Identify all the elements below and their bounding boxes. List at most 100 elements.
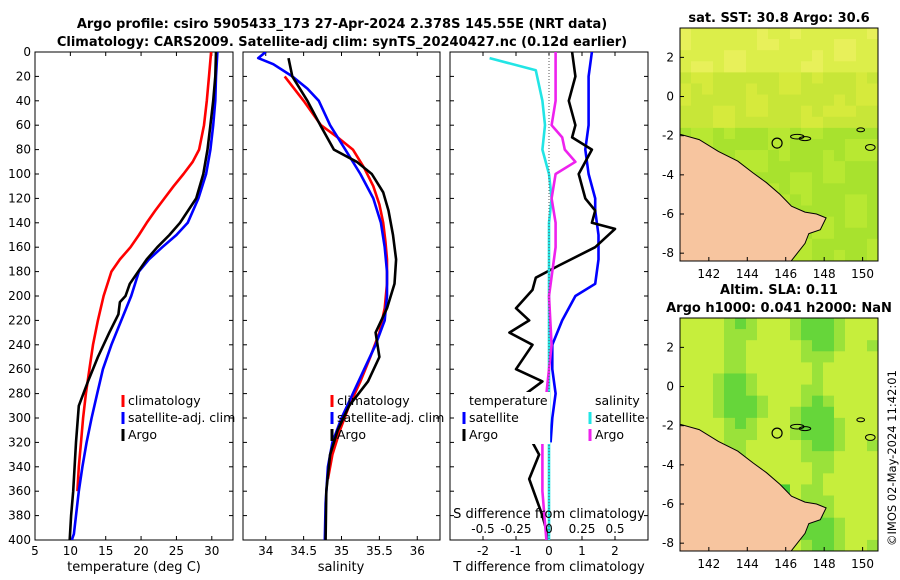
map-cell [713,127,725,140]
map-cell [735,150,747,162]
map-cell [812,83,824,96]
map-cell [691,351,703,363]
map-cell [702,94,714,107]
map-cell [845,473,857,486]
map-cell [834,94,846,107]
map-cell [691,94,703,107]
map-cell [702,384,714,397]
map-cell [735,395,747,408]
map-cell [867,373,878,386]
map-cell [856,406,868,419]
map-cell [845,39,857,51]
map-cell [867,329,878,341]
map-cell [779,395,791,408]
map-cell [812,539,824,551]
sst-map-title: sat. SST: 30.8 Argo: 30.6 [688,11,869,26]
map-cell [801,373,813,386]
map-cell [768,351,780,363]
map-cell [867,50,878,62]
map-cell [713,94,725,107]
land-mass [680,423,827,551]
map-cell [790,329,802,341]
island-outline [865,144,876,151]
map-cell [834,138,846,151]
map-cell [724,105,736,118]
map-cell [691,50,703,62]
map-cell [845,216,857,229]
map-cell [768,373,780,386]
map-cell [867,83,878,96]
map-cell [867,506,878,519]
map-cell [856,249,868,261]
map-cell [845,161,857,173]
map-cell [768,428,780,441]
map-cell [845,105,857,118]
map-cell [757,116,769,129]
map-cell [691,340,703,352]
map-cell [779,340,791,352]
y-tick-label: 340 [8,460,31,474]
map-cell [757,440,769,452]
map-cell [823,28,835,40]
y-tick-label: 2 [666,340,674,354]
map-cell [823,484,835,497]
map-cell [779,172,791,184]
map-cell [845,227,857,240]
map-cell [867,318,878,330]
map-cell [823,127,835,140]
s-tick-label: 0 [545,522,553,536]
map-cell [801,183,813,196]
map-cell [823,116,835,129]
map-cell [823,462,835,474]
map-cell [801,395,813,408]
x-tick-label: 25 [169,544,184,558]
map-cell [779,105,791,118]
map-cell [735,329,747,341]
map-cell [746,83,758,96]
map-cell [757,28,769,40]
map-cell [801,451,813,463]
map-cell [779,384,791,397]
map-cell [867,517,878,530]
map-cell [779,451,791,463]
map-cell [779,329,791,341]
map-cell [757,39,769,51]
x-tick-label: 5 [31,544,39,558]
map-cell [856,205,868,218]
map-cell [801,205,813,218]
map-cell [757,428,769,441]
map-cell [768,417,780,430]
x-tick-label: 2 [611,544,619,558]
map-cell [735,373,747,386]
map-cell [746,161,758,173]
map-cell [812,351,824,363]
y-tick-label: -6 [662,207,674,221]
x-tick-label: 148 [813,557,836,571]
map-cell [856,329,868,341]
map-cell [823,72,835,85]
map-cell [867,440,878,452]
x-tick-label: 142 [697,267,720,281]
map-cell [702,83,714,96]
map-cell [790,116,802,129]
map-cell [790,406,802,419]
legend-climatology: climatology [337,393,410,408]
map-cell [812,28,824,40]
map-cell [680,351,692,363]
map-cell [812,329,824,341]
map-cell [834,495,846,508]
island-outline [856,417,866,423]
map-cell [691,417,703,430]
map-cell [768,440,780,452]
x-tick-label: 30 [204,544,219,558]
s-tick-label: 0.5 [605,522,624,536]
island-outline [798,426,812,432]
legend-argo: Argo [337,427,366,442]
series-group [256,52,398,540]
map-cell [702,50,714,62]
map-cell [790,440,802,452]
map-cell [757,329,769,341]
y-tick-label: 0 [666,90,674,104]
map-cell [735,94,747,107]
map-cell [867,127,878,140]
